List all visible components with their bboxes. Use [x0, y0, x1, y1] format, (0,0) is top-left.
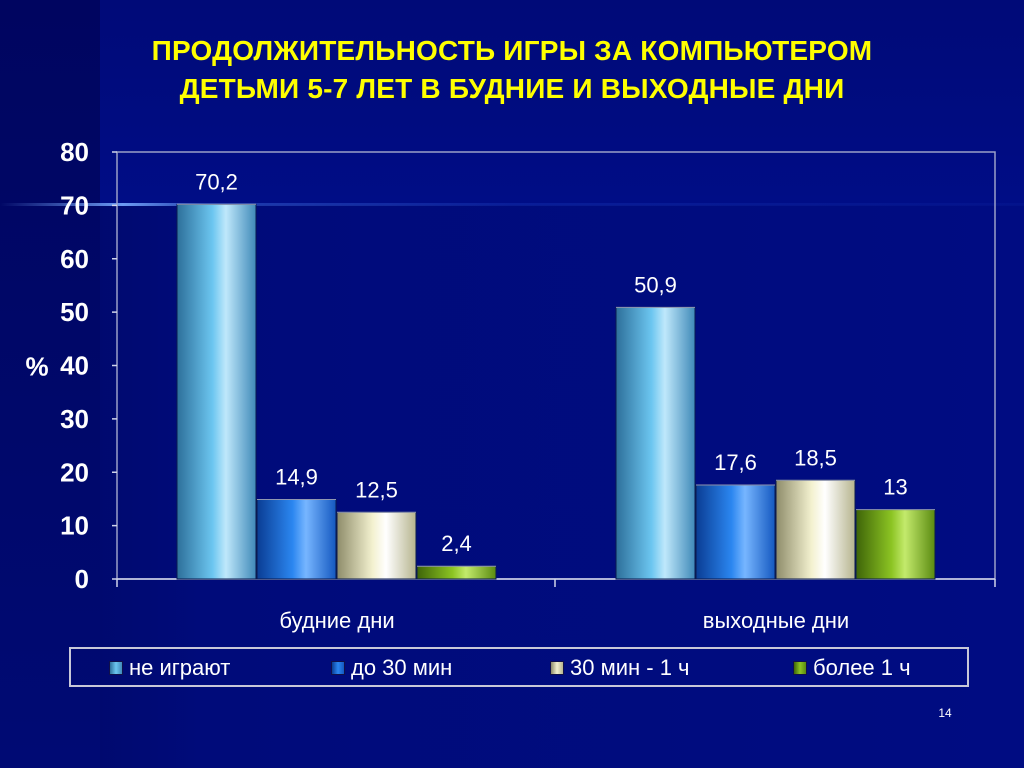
data-label: 18,5	[794, 445, 837, 470]
y-axis-label: %	[25, 352, 48, 382]
bar-1-2	[775, 479, 856, 580]
data-label: 50,9	[634, 272, 677, 297]
legend-item-30-min-1-h: 30 мин - 1 ч	[550, 655, 690, 680]
y-tick-label: 70	[60, 190, 89, 220]
x-category-label: будние дни	[279, 608, 394, 633]
data-label: 17,6	[714, 450, 757, 475]
y-tick-label: 0	[75, 564, 89, 594]
y-tick-label: 10	[60, 511, 89, 541]
bar-1-3	[855, 509, 936, 580]
slide-title-line-2: ДЕТЬМИ 5-7 ЛЕТ В БУДНИЕ И ВЫХОДНЫЕ ДНИ	[179, 73, 845, 104]
legend-label-up-to-30-min: до 30 мин	[351, 655, 453, 680]
background-left-band	[0, 0, 100, 768]
data-label: 14,9	[275, 464, 318, 489]
y-tick-label: 20	[60, 457, 89, 487]
data-label: 12,5	[355, 477, 398, 502]
bar-1-0	[615, 306, 696, 580]
legend-item-up-to-30-min: до 30 мин	[331, 655, 453, 680]
legend-label-30-min-1-h: 30 мин - 1 ч	[570, 655, 690, 680]
bar-1-1	[695, 484, 776, 580]
bar-0-0	[176, 203, 257, 580]
y-tick-label: 60	[60, 244, 89, 274]
y-tick-label: 80	[60, 137, 89, 167]
legend-swatch-up-to-30-min	[331, 661, 345, 675]
bar-0-1	[256, 498, 337, 580]
data-label: 2,4	[441, 531, 472, 556]
data-label: 13	[883, 475, 907, 500]
legend-swatch-not-playing	[109, 661, 123, 675]
legend-item-more-than-1-h: более 1 ч	[793, 655, 911, 680]
chart-legend: не играют до 30 мин 30 мин - 1 ч более 1…	[69, 647, 969, 687]
page-number: 14	[938, 706, 952, 720]
background-top-band	[100, 0, 1024, 205]
decorative-glow-line	[0, 203, 1024, 206]
bar-0-3	[416, 565, 497, 580]
y-tick-label: 40	[60, 351, 89, 381]
bar-0-2	[336, 511, 417, 580]
slide-title: ПРОДОЛЖИТЕЛЬНОСТЬ ИГРЫ ЗА КОМПЬЮТЕРОМ ДЕ…	[30, 32, 994, 108]
y-tick-label: 50	[60, 297, 89, 327]
legend-label-more-than-1-h: более 1 ч	[813, 655, 911, 680]
legend-swatch-more-than-1-h	[793, 661, 807, 675]
slide-title-line-1: ПРОДОЛЖИТЕЛЬНОСТЬ ИГРЫ ЗА КОМПЬЮТЕРОМ	[151, 35, 873, 66]
legend-label-not-playing: не играют	[129, 655, 231, 680]
x-category-label: выходные дни	[703, 608, 849, 633]
y-tick-label: 30	[60, 404, 89, 434]
legend-item-not-playing: не играют	[109, 655, 231, 680]
legend-swatch-30-min-1-h	[550, 661, 564, 675]
data-label: 70,2	[195, 169, 238, 194]
